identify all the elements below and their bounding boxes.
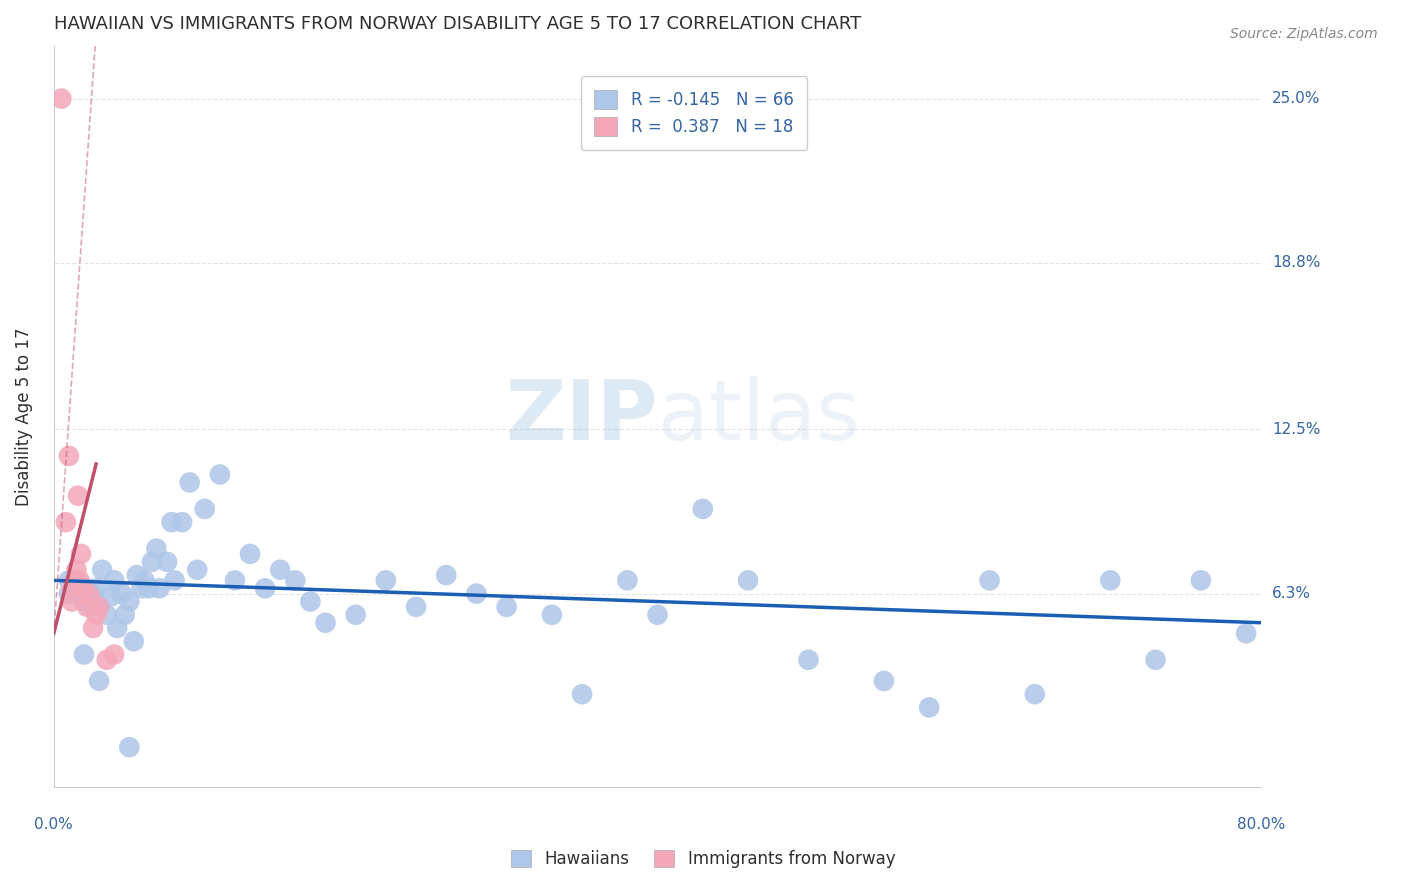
- Point: [131, 582, 153, 596]
- Point: [103, 574, 125, 588]
- Point: [138, 582, 160, 596]
- Text: 80.0%: 80.0%: [1237, 817, 1285, 832]
- Point: [87, 673, 110, 688]
- Point: [145, 541, 167, 556]
- Point: [122, 634, 145, 648]
- Point: [541, 607, 564, 622]
- Point: [186, 563, 208, 577]
- Point: [344, 607, 367, 622]
- Point: [315, 615, 337, 630]
- Text: atlas: atlas: [658, 376, 859, 457]
- Point: [118, 594, 141, 608]
- Legend: Hawaiians, Immigrants from Norway: Hawaiians, Immigrants from Norway: [505, 843, 901, 875]
- Point: [58, 449, 80, 463]
- Point: [156, 555, 179, 569]
- Point: [797, 653, 820, 667]
- Point: [105, 621, 128, 635]
- Point: [73, 582, 96, 596]
- Point: [194, 502, 217, 516]
- Point: [465, 586, 488, 600]
- Point: [692, 502, 714, 516]
- Point: [1189, 574, 1212, 588]
- Text: 25.0%: 25.0%: [1272, 91, 1320, 106]
- Point: [84, 607, 107, 622]
- Text: HAWAIIAN VS IMMIGRANTS FROM NORWAY DISABILITY AGE 5 TO 17 CORRELATION CHART: HAWAIIAN VS IMMIGRANTS FROM NORWAY DISAB…: [53, 15, 860, 33]
- Point: [63, 574, 86, 588]
- Point: [111, 586, 134, 600]
- Point: [179, 475, 201, 490]
- Text: 12.5%: 12.5%: [1272, 422, 1320, 437]
- Point: [737, 574, 759, 588]
- Legend: R = -0.145   N = 66, R =  0.387   N = 18: R = -0.145 N = 66, R = 0.387 N = 18: [581, 76, 807, 150]
- Point: [87, 599, 110, 614]
- Point: [160, 515, 183, 529]
- Point: [83, 589, 105, 603]
- Point: [616, 574, 638, 588]
- Point: [299, 594, 322, 608]
- Point: [114, 607, 136, 622]
- Point: [118, 740, 141, 755]
- Point: [91, 563, 114, 577]
- Point: [55, 515, 77, 529]
- Point: [73, 648, 96, 662]
- Point: [100, 589, 122, 603]
- Point: [84, 582, 107, 596]
- Point: [73, 594, 96, 608]
- Point: [495, 599, 517, 614]
- Point: [76, 599, 98, 614]
- Point: [51, 92, 73, 106]
- Point: [70, 547, 93, 561]
- Point: [172, 515, 194, 529]
- Point: [647, 607, 669, 622]
- Text: Source: ZipAtlas.com: Source: ZipAtlas.com: [1230, 27, 1378, 41]
- Point: [148, 582, 170, 596]
- Point: [979, 574, 1001, 588]
- Point: [405, 599, 427, 614]
- Point: [58, 586, 80, 600]
- Point: [70, 586, 93, 600]
- Point: [87, 599, 110, 614]
- Text: ZIP: ZIP: [505, 376, 658, 457]
- Point: [254, 582, 277, 596]
- Point: [96, 607, 118, 622]
- Point: [284, 574, 307, 588]
- Point: [141, 555, 163, 569]
- Point: [1234, 626, 1257, 640]
- Point: [224, 574, 246, 588]
- Point: [1024, 687, 1046, 701]
- Point: [125, 568, 148, 582]
- Point: [163, 574, 186, 588]
- Text: 6.3%: 6.3%: [1272, 586, 1312, 601]
- Point: [65, 582, 87, 596]
- Point: [60, 582, 83, 596]
- Point: [134, 574, 156, 588]
- Point: [60, 594, 83, 608]
- Point: [96, 653, 118, 667]
- Point: [1099, 574, 1122, 588]
- Point: [374, 574, 396, 588]
- Point: [269, 563, 291, 577]
- Point: [434, 568, 457, 582]
- Point: [65, 563, 87, 577]
- Point: [80, 599, 103, 614]
- Point: [918, 700, 941, 714]
- Point: [1144, 653, 1167, 667]
- Point: [82, 621, 104, 635]
- Point: [58, 574, 80, 588]
- Text: 0.0%: 0.0%: [35, 817, 73, 832]
- Point: [66, 489, 89, 503]
- Point: [69, 574, 91, 588]
- Point: [571, 687, 593, 701]
- Point: [76, 582, 98, 596]
- Point: [208, 467, 231, 482]
- Point: [80, 594, 103, 608]
- Point: [103, 648, 125, 662]
- Text: 18.8%: 18.8%: [1272, 255, 1320, 270]
- Y-axis label: Disability Age 5 to 17: Disability Age 5 to 17: [15, 327, 32, 506]
- Point: [873, 673, 896, 688]
- Point: [79, 589, 101, 603]
- Point: [239, 547, 262, 561]
